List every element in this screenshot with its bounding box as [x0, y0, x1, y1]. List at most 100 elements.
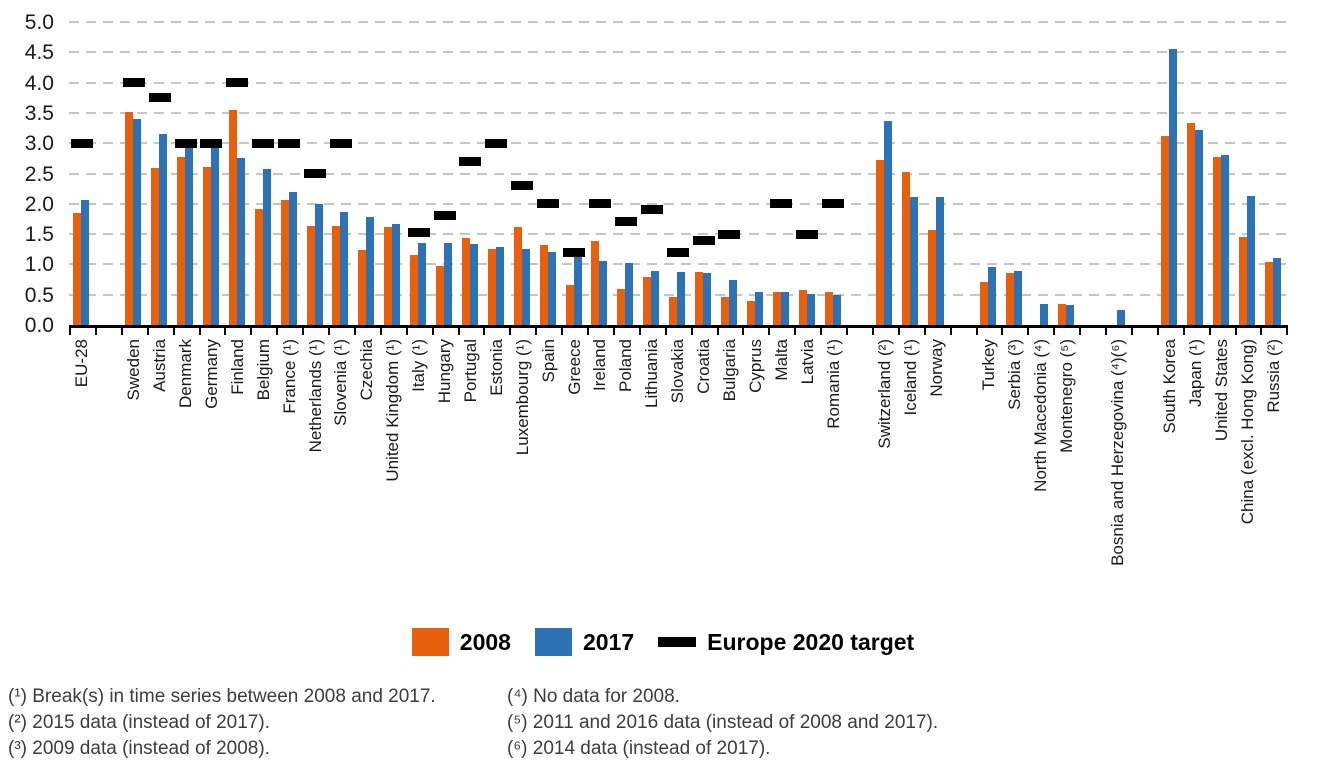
x-axis-tick: [172, 325, 175, 335]
x-axis-tick: [871, 325, 874, 335]
x-axis-tick: [587, 325, 589, 335]
bar-2008: [461, 237, 470, 325]
x-axis-tick: [431, 325, 434, 335]
x-axis-label-text: Czechia: [357, 339, 377, 401]
gridline-1.5: [69, 233, 1287, 236]
x-axis-label-text: Greece: [564, 339, 584, 395]
target-marker: [122, 78, 145, 88]
x-axis-label-text: Estonia: [486, 339, 506, 396]
x-axis-label-text: EU-28: [72, 339, 92, 388]
x-axis-tick: [897, 325, 900, 335]
bar-2008: [695, 271, 704, 325]
bar-2017: [1221, 154, 1230, 325]
x-axis-tick: [1286, 325, 1289, 335]
target-marker: [692, 235, 715, 245]
gridline-4.5: [69, 51, 1287, 54]
legend-label-target: Europe 2020 target: [707, 628, 915, 655]
y-axis-tick-0.5: 0.5: [24, 283, 54, 307]
y-axis-tick-4.0: 4.0: [24, 71, 54, 95]
bar-2017: [1195, 130, 1204, 325]
bar-2008: [876, 159, 885, 325]
x-axis-tick: [1208, 325, 1211, 335]
target-marker: [588, 199, 611, 209]
footnote-5: (⁵) 2011 and 2016 data (instead of 2008 …: [507, 712, 939, 733]
x-axis-tick: [353, 325, 356, 335]
bar-2017: [366, 216, 375, 325]
bar-2008: [384, 226, 393, 325]
bar-2008: [539, 245, 548, 325]
x-axis-label-text: Norway: [927, 339, 947, 397]
x-axis-label-text: Austria: [150, 339, 170, 392]
y-axis-tick-2.0: 2.0: [24, 192, 54, 216]
bar-2017: [780, 292, 789, 325]
x-axis-label-text: Hungary: [435, 339, 455, 404]
target-marker: [252, 138, 275, 148]
x-axis-tick: [457, 325, 460, 335]
gridline-3.5: [69, 111, 1287, 114]
x-axis-label-text: Serbia (³): [1004, 339, 1024, 410]
x-axis-tick: [120, 325, 123, 335]
x-axis-tick: [535, 325, 538, 335]
x-axis-tick: [1001, 325, 1004, 335]
bar-2017: [185, 140, 194, 325]
legend-item-2017: 2017: [534, 628, 634, 656]
bar-2008: [332, 226, 341, 325]
bar-2017: [210, 141, 219, 325]
x-axis-tick: [483, 325, 486, 335]
target-marker: [718, 229, 741, 239]
x-axis-tick: [302, 325, 305, 335]
x-axis-tick: [561, 325, 564, 335]
bar-2008: [202, 166, 211, 325]
bar-2008: [1238, 237, 1247, 325]
x-axis-tick: [1079, 325, 1082, 335]
bar-2017: [936, 197, 945, 325]
bar-2008: [177, 157, 186, 325]
legend-swatch-target: [658, 637, 697, 647]
x-axis-tick: [638, 325, 641, 335]
x-axis-label-text: Slovakia: [668, 339, 688, 404]
bar-2017: [521, 248, 530, 325]
bar-2008: [280, 200, 289, 325]
target-marker: [666, 247, 689, 257]
bar-2017: [832, 294, 841, 325]
bar-2017: [987, 266, 996, 325]
bar-2008: [73, 213, 82, 325]
bar-2017: [1065, 305, 1074, 325]
footnotes-right-column: (⁴) No data for 2008. (⁵) 2011 and 2016 …: [507, 684, 938, 762]
y-axis-tick-2.5: 2.5: [24, 162, 54, 186]
bar-2008: [513, 226, 522, 325]
bar-2008: [746, 301, 755, 325]
x-axis-label-text: South Korea: [1160, 339, 1180, 434]
bar-2017: [547, 252, 556, 325]
x-axis-tick: [716, 325, 719, 335]
x-axis-label-text: Denmark: [176, 339, 196, 408]
bar-2008: [151, 168, 160, 325]
bar-2017: [159, 133, 168, 325]
bar-2017: [1117, 310, 1126, 325]
legend-item-target: Europe 2020 target: [658, 629, 914, 656]
x-axis-label-text: Turkey: [978, 339, 998, 391]
target-marker: [148, 92, 171, 102]
x-axis-label-text: Finland: [227, 339, 247, 395]
x-axis-label-text: Bulgaria: [719, 339, 739, 402]
y-axis-tick-1.5: 1.5: [24, 223, 54, 247]
y-axis-tick-1.0: 1.0: [24, 253, 54, 277]
x-axis-label-text: Bosnia and Herzegovina (⁴)(⁶): [1108, 339, 1128, 566]
footnote-6: (⁶) 2014 data (instead of 2017).: [507, 738, 771, 759]
bar-2008: [1057, 303, 1066, 325]
gridline-4.0: [69, 81, 1287, 84]
target-marker: [822, 199, 845, 209]
footnote-4: (⁴) No data for 2008.: [507, 686, 680, 707]
bar-2008: [410, 254, 419, 325]
bar-2017: [1169, 49, 1178, 325]
y-axis-tick-3.0: 3.0: [24, 132, 54, 156]
target-marker: [640, 205, 663, 215]
bar-2008: [643, 277, 652, 325]
target-marker: [200, 138, 223, 148]
y-axis-tick-5.0: 5.0: [24, 11, 54, 34]
bar-2008: [436, 265, 445, 325]
bar-2017: [677, 271, 686, 325]
bar-2017: [728, 279, 737, 325]
bar-2008: [358, 249, 367, 325]
